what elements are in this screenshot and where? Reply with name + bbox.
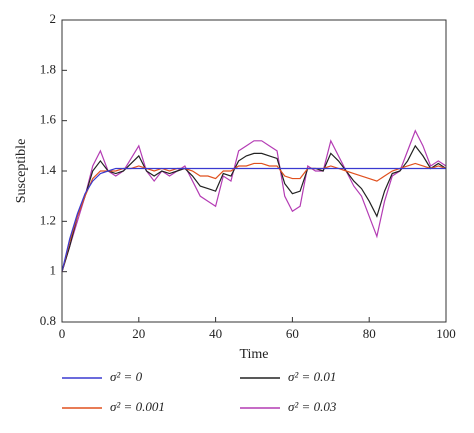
y-tick-label: 1 [50, 263, 57, 278]
legend-label: σ² = 0.01 [288, 369, 336, 384]
legend-label: σ² = 0 [110, 369, 143, 384]
legend-label: σ² = 0.001 [110, 399, 165, 414]
y-tick-label: 1.6 [40, 112, 57, 127]
y-tick-label: 2 [50, 11, 57, 26]
series-line [61, 167, 446, 272]
x-tick-label: 80 [363, 326, 376, 341]
y-axis-label: Susceptible [14, 139, 29, 204]
plot-frame [61, 19, 447, 323]
y-tick-label: 1.2 [40, 212, 56, 227]
y-tick-label: 1.8 [40, 61, 56, 76]
x-tick-label: 60 [286, 326, 299, 341]
series-line [61, 162, 447, 272]
x-tick-label: 40 [209, 326, 222, 341]
legend-label: σ² = 0.03 [288, 399, 337, 414]
y-tick-label: 0.8 [40, 313, 56, 328]
series-line [61, 129, 447, 272]
x-tick-label: 100 [436, 326, 456, 341]
x-tick-label: 20 [132, 326, 145, 341]
x-axis-label: Time [239, 347, 268, 362]
series-line [61, 144, 447, 272]
y-tick-label: 1.4 [40, 162, 57, 177]
x-tick-label: 0 [59, 326, 66, 341]
